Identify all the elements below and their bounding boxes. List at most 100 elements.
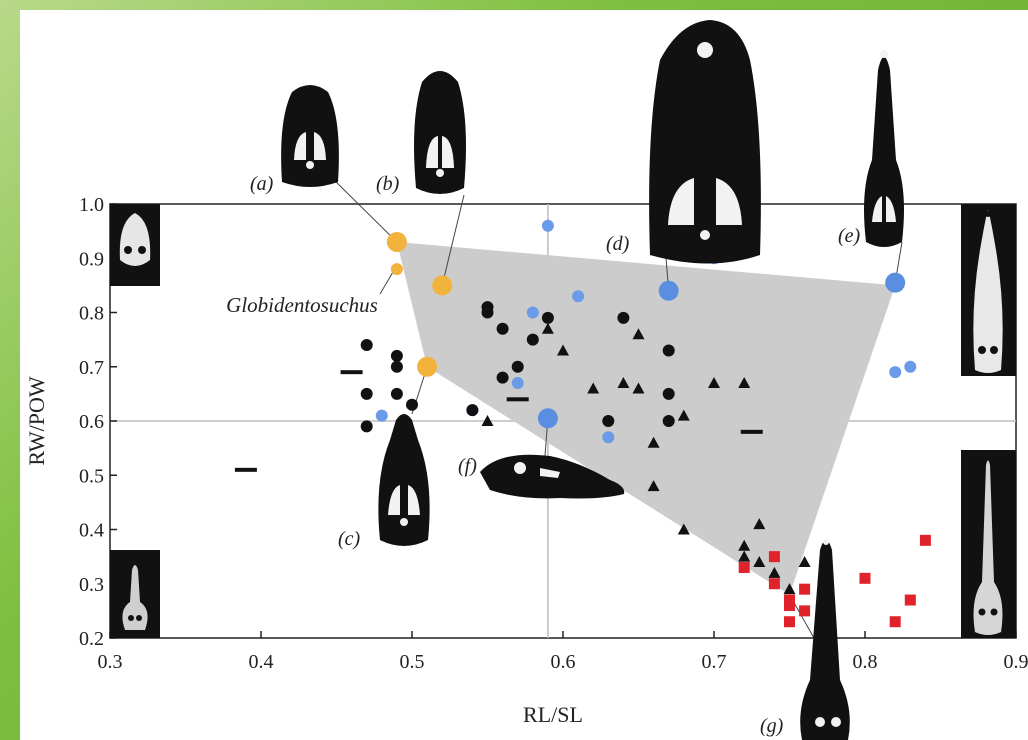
data-point-triangle	[647, 436, 660, 448]
leader-line	[379, 271, 394, 295]
data-point-triangle	[617, 377, 630, 389]
data-point-circle	[406, 398, 418, 411]
data-point-triangle	[557, 344, 569, 356]
leader-line	[441, 194, 465, 286]
data-point-triangle	[753, 556, 766, 568]
data-point-circle	[481, 306, 494, 319]
x-tick-label: 0.6	[551, 651, 576, 673]
data-point-triangle	[632, 328, 645, 340]
data-point-square	[799, 583, 811, 595]
panel-label: (a)	[250, 173, 274, 195]
panel-label: (e)	[838, 225, 861, 247]
convex-hull-area	[396, 241, 896, 595]
data-point-circle	[602, 415, 615, 427]
data-point-square	[784, 616, 795, 628]
x-tick-label: 0.3	[98, 651, 123, 673]
data-point-circle	[904, 360, 917, 373]
data-point-circle	[511, 377, 524, 390]
y-tick-label: 0.4	[79, 520, 104, 542]
data-point-triangle	[798, 556, 811, 568]
data-point-circle	[375, 409, 388, 422]
y-tick-label: 0.5	[79, 465, 104, 487]
skull-f-icon	[480, 454, 625, 499]
data-point-square	[768, 578, 780, 590]
data-point-triangle	[541, 322, 554, 334]
data-point-triangle	[738, 550, 751, 562]
skull-reference-bottom-right-icon	[961, 450, 1016, 638]
panel-label: (c)	[338, 528, 361, 550]
data-point-square	[784, 599, 795, 611]
data-point-circle	[602, 431, 615, 444]
data-point-large	[432, 275, 453, 296]
data-point-square	[768, 551, 780, 563]
panel-label: (g)	[760, 715, 784, 737]
data-point-large	[885, 272, 906, 293]
data-point-triangle	[587, 382, 600, 394]
data-point-triangle	[481, 415, 494, 426]
data-point-circle	[662, 415, 675, 427]
x-tick-label: 0.8	[853, 651, 878, 673]
skull-reference-bottom-left-icon	[110, 550, 160, 638]
data-point-triangle	[768, 566, 781, 578]
y-tick-label: 0.6	[79, 411, 104, 433]
data-point-triangle	[738, 377, 751, 389]
panel-label: (f)	[458, 455, 477, 477]
y-tick-label: 0.7	[79, 357, 104, 379]
data-point-large	[386, 231, 407, 252]
data-point-dash	[740, 429, 763, 434]
data-point-triangle	[632, 382, 645, 394]
data-point-square	[859, 572, 871, 584]
data-point-triangle	[738, 539, 751, 551]
data-point-circle	[526, 306, 539, 319]
data-point-circle	[390, 387, 403, 400]
data-point-circle	[466, 404, 479, 417]
data-point-circle	[572, 290, 585, 303]
skull-c-icon	[378, 414, 430, 546]
data-point-dash	[506, 397, 529, 402]
data-point-dash	[340, 370, 363, 375]
skull-e-icon	[864, 50, 904, 247]
data-point-circle	[360, 387, 373, 400]
data-point-circle	[889, 366, 902, 379]
data-point-large	[537, 408, 558, 429]
data-point-triangle	[677, 409, 690, 421]
panel-label: (b)	[376, 173, 400, 195]
skull-g-icon	[800, 539, 850, 740]
data-point-triangle	[708, 377, 720, 389]
data-point-circle	[541, 311, 554, 324]
data-point-triangle	[677, 523, 690, 535]
data-point-circle	[390, 349, 403, 362]
x-axis-title: RL/SL	[523, 702, 583, 727]
data-point-triangle	[647, 480, 660, 492]
skull-a-icon	[281, 85, 339, 187]
panel-label: (d)	[606, 233, 630, 255]
x-tick-label: 0.5	[400, 651, 425, 673]
data-point-circle	[496, 371, 509, 384]
skull-reference-top-right-icon	[961, 204, 1016, 376]
data-point-square	[919, 534, 931, 546]
scatter-chart: 0.3 0.4 0.5 0.6 0.7 0.8 0.90.20.30.40.50.60.70…	[24, 20, 1028, 740]
data-point-circle	[496, 322, 509, 335]
data-point-square	[738, 561, 750, 573]
data-point-circle	[390, 360, 403, 373]
data-point-large	[417, 356, 438, 377]
data-point-circle	[511, 360, 524, 373]
data-point-dash	[234, 467, 257, 472]
data-point-triangle	[753, 518, 766, 530]
data-point-square	[799, 605, 811, 617]
skull-d-icon	[649, 20, 761, 264]
y-tick-label: 0.9	[79, 248, 104, 270]
data-point-square	[904, 594, 916, 606]
genus-label: Globidentosuchus	[226, 293, 378, 317]
figure-panel: 0.3 0.4 0.5 0.6 0.7 0.8 0.9 0.2 0.3 0.4 0.5 0.6 0.7 0…	[20, 10, 1028, 740]
y-tick-label: 1.0	[79, 194, 104, 216]
y-axis-title: RW/POW	[24, 376, 49, 465]
data-point-circle	[541, 219, 554, 232]
x-tick-label: 0.9	[1004, 651, 1028, 673]
data-point-circle	[360, 339, 373, 352]
data-point-circle	[526, 333, 539, 346]
data-point-circle	[617, 311, 630, 324]
data-point-triangle	[783, 583, 796, 595]
x-tick-label: 0.7	[702, 651, 727, 673]
skull-reference-top-left-icon	[110, 204, 160, 286]
